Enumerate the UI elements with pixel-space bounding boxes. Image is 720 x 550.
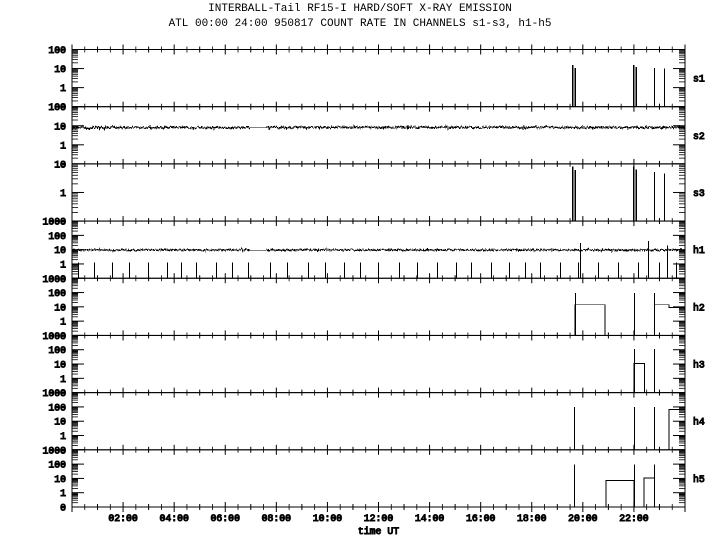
svg-text:06:00: 06:00 bbox=[211, 513, 241, 524]
svg-text:10: 10 bbox=[54, 417, 66, 428]
svg-text:1: 1 bbox=[60, 83, 66, 94]
svg-text:s3: s3 bbox=[693, 188, 705, 199]
svg-text:h3: h3 bbox=[693, 360, 705, 371]
svg-text:h4: h4 bbox=[693, 417, 705, 428]
svg-text:0: 0 bbox=[60, 503, 66, 514]
svg-text:16:00: 16:00 bbox=[466, 513, 496, 524]
svg-text:1000: 1000 bbox=[42, 217, 66, 228]
svg-text:100: 100 bbox=[48, 231, 66, 242]
svg-text:1: 1 bbox=[60, 259, 66, 270]
svg-text:h2: h2 bbox=[693, 302, 705, 313]
svg-text:time UT: time UT bbox=[358, 526, 399, 537]
svg-text:100: 100 bbox=[48, 288, 66, 299]
svg-text:100: 100 bbox=[48, 402, 66, 413]
svg-text:100: 100 bbox=[48, 102, 66, 113]
svg-text:100: 100 bbox=[48, 345, 66, 356]
svg-text:10: 10 bbox=[54, 121, 66, 132]
svg-text:22:00: 22:00 bbox=[619, 513, 649, 524]
svg-text:1: 1 bbox=[60, 488, 66, 499]
svg-text:10: 10 bbox=[54, 245, 66, 256]
svg-text:10:00: 10:00 bbox=[313, 513, 343, 524]
svg-text:1000: 1000 bbox=[42, 331, 66, 342]
svg-text:10: 10 bbox=[54, 159, 66, 170]
svg-text:12:00: 12:00 bbox=[364, 513, 394, 524]
svg-text:ATL 00:00 24:00 950817 COUNT: ATL 00:00 24:00 950817 COUNT RATE IN CHA… bbox=[169, 18, 552, 30]
svg-text:04:00: 04:00 bbox=[159, 513, 189, 524]
svg-text:100: 100 bbox=[48, 460, 66, 471]
svg-text:1: 1 bbox=[60, 317, 66, 328]
svg-text:10: 10 bbox=[54, 474, 66, 485]
svg-text:1: 1 bbox=[60, 374, 66, 385]
svg-text:1000: 1000 bbox=[42, 445, 66, 456]
svg-text:100: 100 bbox=[48, 45, 66, 56]
svg-text:INTERBALL-Tail RF15-I HARD/SOF: INTERBALL-Tail RF15-I HARD/SOFT X-RAY EM… bbox=[208, 3, 512, 15]
svg-text:10: 10 bbox=[54, 360, 66, 371]
svg-text:10: 10 bbox=[54, 64, 66, 75]
svg-text:08:00: 08:00 bbox=[262, 513, 292, 524]
svg-text:18:00: 18:00 bbox=[517, 513, 547, 524]
svg-text:1000: 1000 bbox=[42, 388, 66, 399]
svg-text:1: 1 bbox=[60, 188, 66, 199]
svg-text:14:00: 14:00 bbox=[415, 513, 445, 524]
svg-text:02:00: 02:00 bbox=[108, 513, 138, 524]
svg-text:s1: s1 bbox=[693, 74, 705, 85]
svg-text:1: 1 bbox=[60, 140, 66, 151]
svg-text:h1: h1 bbox=[693, 245, 705, 256]
svg-text:1000: 1000 bbox=[42, 274, 66, 285]
svg-text:1: 1 bbox=[60, 431, 66, 442]
svg-text:s2: s2 bbox=[693, 131, 705, 142]
svg-text:h5: h5 bbox=[693, 474, 705, 485]
svg-text:20:00: 20:00 bbox=[568, 513, 598, 524]
svg-text:10: 10 bbox=[54, 302, 66, 313]
